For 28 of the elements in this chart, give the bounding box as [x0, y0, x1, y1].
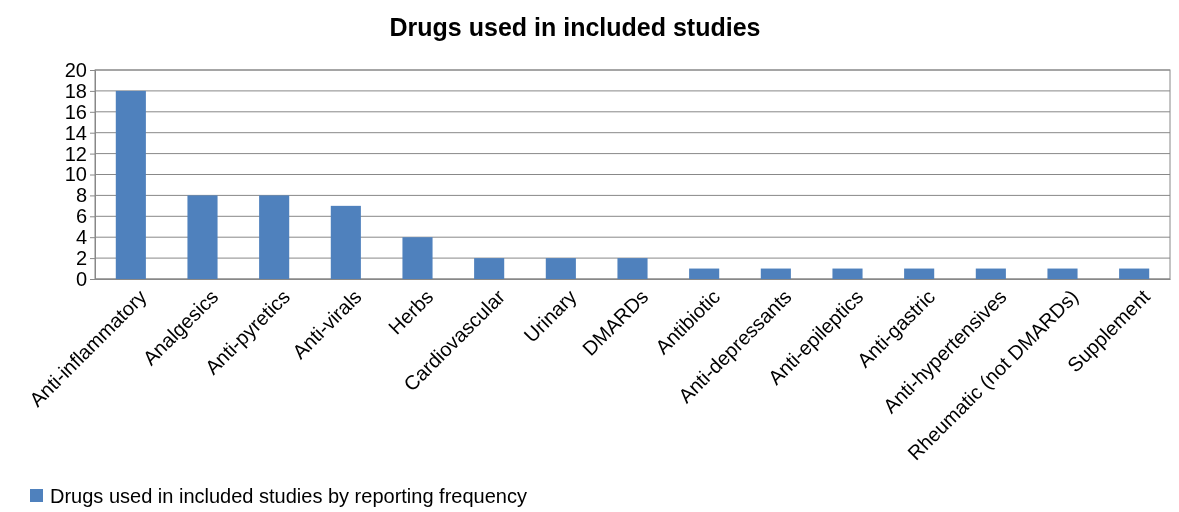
y-tick-label: 20: [64, 58, 87, 81]
bar: [975, 268, 1006, 279]
bar: [617, 258, 648, 279]
bar: [259, 195, 290, 279]
bar: [330, 205, 361, 279]
y-tick-label: 6: [75, 205, 87, 228]
y-tick-label: 8: [75, 184, 87, 207]
y-tick-label: 18: [64, 79, 87, 102]
y-tick-label: 2: [75, 247, 87, 269]
y-tick-label: 0: [75, 267, 87, 290]
y-tick-label: 16: [64, 100, 87, 123]
bar: [904, 268, 935, 279]
bar: [474, 258, 505, 279]
y-tick-label: 12: [64, 142, 87, 165]
bar: [402, 237, 433, 279]
bar: [760, 268, 791, 279]
y-tick-label: 14: [64, 121, 87, 144]
bar: [1047, 268, 1078, 279]
bar: [832, 268, 863, 279]
bar: [115, 90, 146, 279]
bar: [689, 268, 720, 279]
y-tick-label: 10: [64, 163, 87, 186]
bar: [1119, 268, 1150, 279]
chart-title: Drugs used in included studies: [389, 13, 761, 41]
legend-label: Drugs used in included studies by reporting frequency: [50, 485, 527, 507]
y-tick-label: 4: [75, 226, 87, 249]
bar: [545, 258, 576, 279]
bar: [187, 195, 218, 279]
